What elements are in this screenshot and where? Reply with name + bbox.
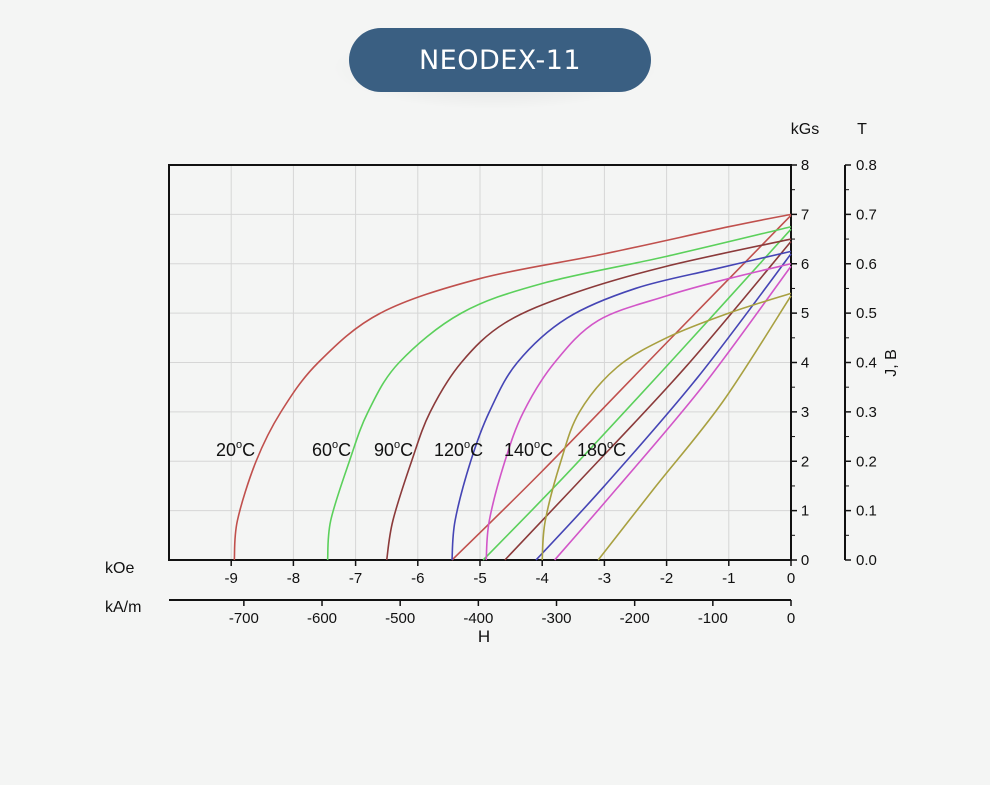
y-tick-label-kgs: 5 xyxy=(801,305,809,322)
temperature-label-20: 20oC xyxy=(216,439,255,460)
y-tick-label-t: 0.3 xyxy=(856,404,877,421)
x-tick-label-koe: -3 xyxy=(598,570,611,587)
curves xyxy=(233,213,792,561)
series-120c-b-line xyxy=(535,253,792,561)
series-90c-b-line xyxy=(504,241,792,561)
temperature-label-180: 180oC xyxy=(577,439,626,460)
x-tick-label-kam: 0 xyxy=(787,610,795,627)
y-tick-label-kgs: 4 xyxy=(801,355,809,372)
series-140c-b-line xyxy=(554,265,792,561)
y-tick-label-kgs: 8 xyxy=(801,157,809,174)
y-tick-label-kgs: 1 xyxy=(801,503,809,520)
y-tick-label-kgs: 3 xyxy=(801,404,809,421)
x-tick-label-koe: -5 xyxy=(473,570,486,587)
x-tick-label-koe: -2 xyxy=(660,570,673,587)
x-tick-label-kam: -300 xyxy=(541,610,571,627)
x-tick-label-kam: -500 xyxy=(385,610,415,627)
y-tick-label-t: 0.7 xyxy=(856,206,877,223)
x-tick-label-koe: -9 xyxy=(225,570,238,587)
temperature-label-60: 60oC xyxy=(312,439,351,460)
x-tick-label-kam: -200 xyxy=(620,610,650,627)
series-20c-b-line xyxy=(451,214,792,561)
y-unit-kgs: kGs xyxy=(791,121,819,138)
series-60c-b-line xyxy=(482,228,792,561)
y-tick-label-kgs: 0 xyxy=(801,552,809,569)
x-tick-label-kam: -600 xyxy=(307,610,337,627)
x-tick-label-koe: -8 xyxy=(287,570,300,587)
series-60c-j-curve xyxy=(326,225,792,561)
series-90c-j-curve xyxy=(385,238,792,561)
series-140c-j-curve xyxy=(485,262,792,561)
chart-title-badge: NEODEX-11 xyxy=(349,28,651,92)
axes: -9 -8 -7 -6 -5 -4 -3 -2 -1 0 -700 -600 -500 -400 -300 -… xyxy=(169,157,877,627)
x-tick-label-kam: -400 xyxy=(463,610,493,627)
x-tick-label-kam: -700 xyxy=(229,610,259,627)
x-tick-label-koe: -4 xyxy=(536,570,549,587)
y-tick-label-t: 0.2 xyxy=(856,453,877,470)
y-tick-label-kgs: 7 xyxy=(801,206,809,223)
series-180c-j-curve xyxy=(541,292,792,561)
series-120c-j-curve xyxy=(451,250,792,561)
grid xyxy=(169,165,791,560)
chart-title: NEODEX-11 xyxy=(418,44,582,76)
x-axis-label: H xyxy=(478,627,490,646)
y-tick-label-t: 0.1 xyxy=(856,503,877,520)
y-tick-label-t: 0.4 xyxy=(856,355,877,372)
x-tick-label-koe: -6 xyxy=(411,570,424,587)
y-tick-label-t: 0.8 xyxy=(856,157,877,174)
x-tick-label-koe: 0 xyxy=(787,570,795,587)
series-180c-b-line xyxy=(597,295,792,561)
x-tick-label-koe: -7 xyxy=(349,570,362,587)
temperature-label-90: 90oC xyxy=(374,439,413,460)
temperature-label-120: 120oC xyxy=(434,439,483,460)
y-tick-label-kgs: 2 xyxy=(801,453,809,470)
x-tick-label-kam: -100 xyxy=(698,610,728,627)
series-20c-j-curve xyxy=(233,213,792,561)
temperature-labels: 20oC 60oC 90oC 120oC 140oC 180oC xyxy=(216,439,626,460)
y-axis-label: J, B xyxy=(883,349,900,377)
y-unit-t: T xyxy=(857,121,867,138)
x-unit-kam: kA/m xyxy=(105,599,141,616)
x-unit-koe: kOe xyxy=(105,560,134,577)
y-tick-label-t: 0.6 xyxy=(856,256,877,273)
y-tick-label-kgs: 6 xyxy=(801,256,809,273)
temperature-label-140: 140oC xyxy=(504,439,553,460)
x-tick-label-koe: -1 xyxy=(722,570,735,587)
y-tick-label-t: 0.0 xyxy=(856,552,877,569)
y-tick-label-t: 0.5 xyxy=(856,305,877,322)
